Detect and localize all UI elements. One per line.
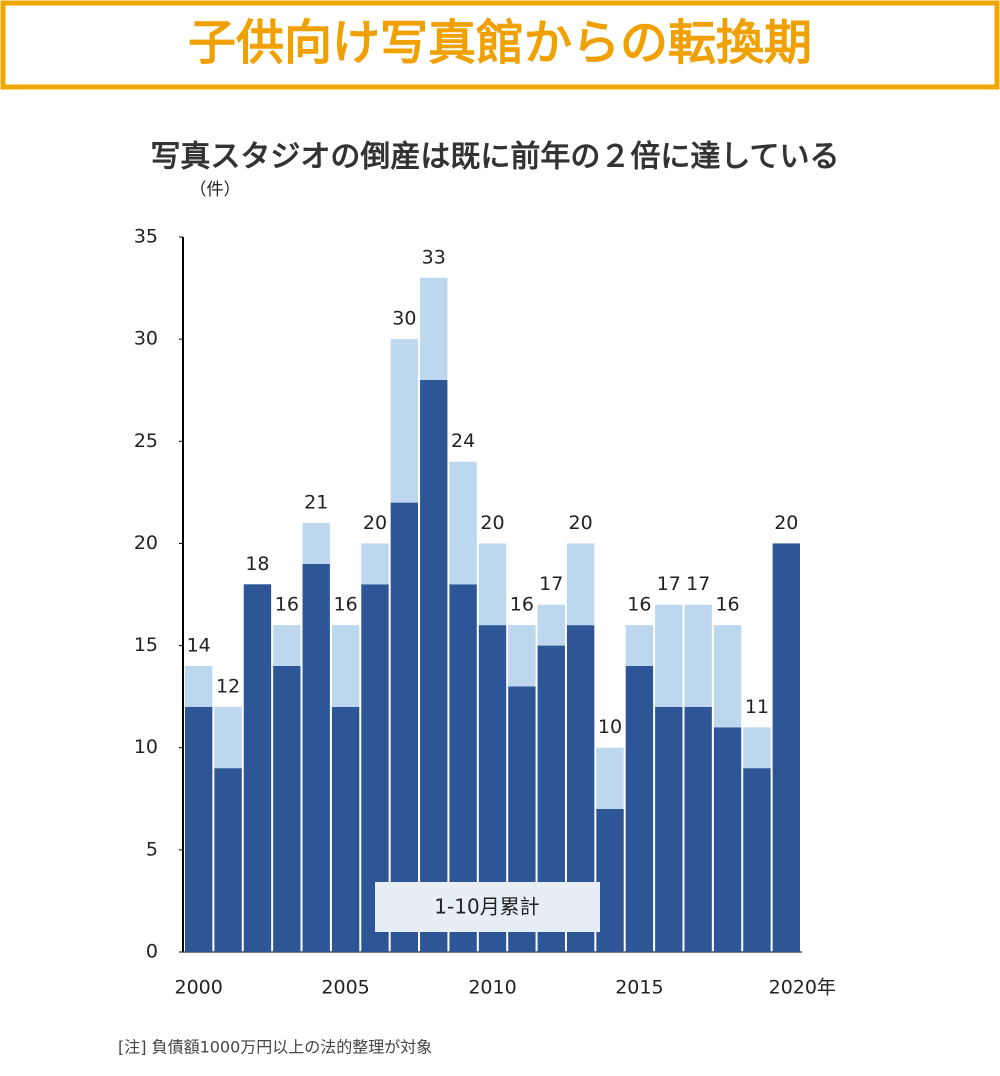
total-label: 16 — [627, 594, 651, 616]
bar-segment — [449, 461, 477, 585]
total-label: 14 — [187, 635, 211, 657]
total-label: 17 — [686, 573, 710, 595]
bar-segment — [302, 563, 330, 952]
total-label: 30 — [392, 308, 416, 330]
total-label: 16 — [334, 594, 358, 616]
bar-segment — [478, 543, 507, 626]
total-label: 18 — [245, 553, 269, 575]
bar-segment — [185, 666, 213, 707]
legend-label: 1-10月累計 — [434, 895, 539, 919]
y-tick-label: 30 — [134, 328, 158, 350]
x-tick-label: 2000 — [175, 977, 223, 999]
y-tick-label: 25 — [134, 430, 158, 452]
total-label: 20 — [363, 512, 387, 534]
total-label: 20 — [774, 512, 798, 534]
bar-segment — [713, 625, 742, 728]
total-label: 17 — [539, 573, 563, 595]
x-tick-label: 2020年 — [769, 977, 836, 999]
bar-segment — [243, 584, 272, 952]
y-tick-label: 5 — [146, 838, 158, 860]
bar-segment — [655, 706, 683, 952]
bar-segment — [420, 277, 448, 380]
chart-title: 写真スタジオの倒産は既に前年の２倍に達している — [150, 140, 839, 175]
total-label: 20 — [569, 512, 593, 534]
y-tick-label: 15 — [134, 634, 158, 656]
x-tick-label: 2010 — [468, 977, 516, 999]
total-label: 33 — [422, 246, 446, 268]
y-tick-label: 0 — [146, 941, 158, 963]
bar-segment — [743, 768, 771, 952]
bar-segment — [537, 604, 565, 646]
total-label: 24 — [451, 430, 475, 452]
bar-segment — [508, 625, 536, 687]
bar-segment — [390, 502, 419, 952]
y-unit: （件） — [190, 180, 241, 200]
x-tick-label: 2015 — [615, 977, 663, 999]
total-label: 12 — [216, 675, 240, 697]
bar-segment — [214, 768, 242, 952]
bar-segment — [625, 666, 654, 952]
bar-segment — [214, 706, 242, 769]
bar-segment — [743, 727, 771, 769]
bar-segment — [596, 809, 624, 952]
bar-segment — [273, 625, 301, 666]
total-label: 16 — [275, 594, 299, 616]
total-label: 16 — [510, 594, 534, 616]
bar-segment — [684, 604, 712, 707]
y-tick-label: 35 — [134, 226, 158, 248]
legend-box — [375, 882, 600, 932]
bar-segment — [331, 625, 360, 707]
bar-segment — [185, 706, 213, 952]
y-tick-label: 20 — [134, 532, 158, 554]
bar-segment — [772, 543, 800, 952]
bar-segment — [390, 339, 419, 503]
bar-segment — [331, 706, 360, 952]
total-label: 20 — [480, 512, 504, 534]
bar-segment — [420, 380, 448, 952]
bar-segment — [566, 543, 595, 626]
total-label: 16 — [715, 594, 739, 616]
bar-segment — [713, 727, 742, 952]
total-label: 17 — [657, 573, 681, 595]
x-tick-label: 2005 — [321, 977, 369, 999]
bar-segment — [302, 523, 330, 564]
bar-segment — [655, 604, 683, 707]
y-tick-label: 10 — [134, 736, 158, 758]
bar-segment — [273, 666, 301, 952]
bar-segment — [625, 625, 654, 666]
total-label: 10 — [598, 716, 622, 738]
header-title: 子供向け写真館からの転換期 — [188, 15, 812, 71]
total-label: 11 — [745, 696, 769, 718]
bar-segment — [361, 543, 389, 585]
header-box — [0, 0, 1000, 90]
bar-segment — [684, 706, 712, 952]
note: [注] 負債額1000万円以上の法的整理が対象 — [118, 1038, 432, 1057]
total-label: 21 — [304, 492, 328, 514]
bar-segment — [596, 747, 624, 809]
